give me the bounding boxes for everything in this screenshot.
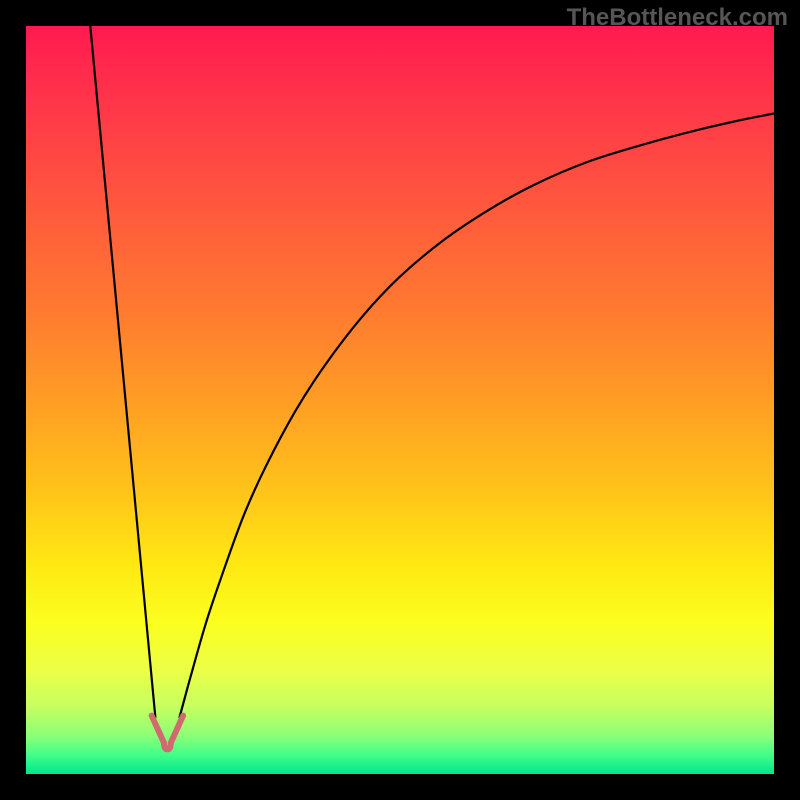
curve-layer bbox=[26, 26, 774, 774]
chart-container: TheBottleneck.com bbox=[0, 0, 800, 800]
watermark-text: TheBottleneck.com bbox=[567, 4, 788, 32]
plot-area bbox=[26, 26, 774, 774]
